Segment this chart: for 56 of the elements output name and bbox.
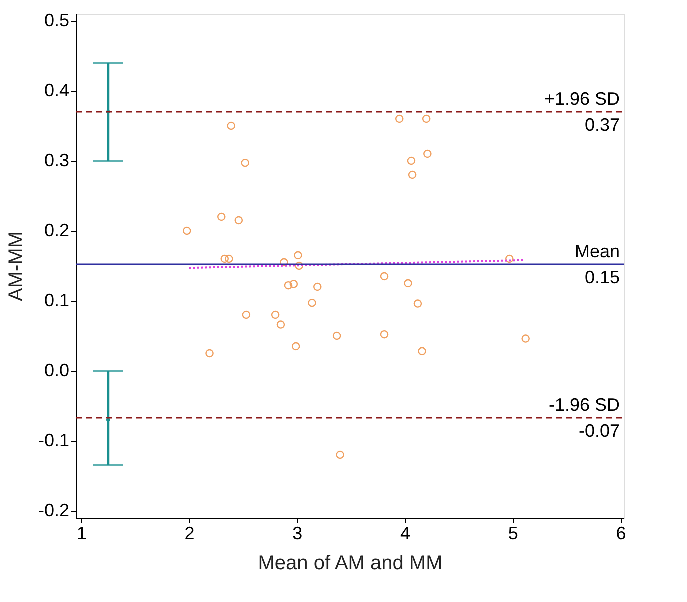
point	[407, 156, 416, 166]
x-tick-label: 3	[292, 524, 303, 544]
point	[106, 418, 110, 422]
point	[380, 330, 389, 339]
point	[395, 114, 404, 124]
point	[241, 158, 250, 168]
y-tick-label: 0.0	[44, 360, 70, 380]
point	[308, 298, 316, 308]
point	[336, 450, 344, 460]
point	[422, 114, 431, 124]
x-tick-label: 4	[400, 524, 411, 544]
y-tick-label: 0.2	[44, 220, 70, 240]
ref-line-label: +1.96 SD	[544, 89, 620, 109]
point	[408, 170, 417, 180]
y-tick-label: 0.3	[44, 150, 70, 170]
ref-line-label: -1.96 SD	[548, 394, 620, 415]
point	[294, 251, 302, 260]
point	[424, 150, 432, 158]
x-tick-label: 6	[616, 524, 626, 544]
point	[414, 300, 422, 308]
point	[292, 342, 300, 351]
point	[380, 272, 389, 281]
y-tick-label: 0.4	[44, 80, 70, 100]
point	[271, 310, 280, 320]
point	[290, 280, 298, 288]
y-axis-title: AM-MM	[5, 232, 28, 302]
point	[242, 310, 251, 320]
point	[217, 212, 226, 222]
point	[522, 334, 530, 343]
point	[227, 122, 236, 130]
annotation: 0.15	[584, 268, 620, 288]
point	[280, 258, 288, 267]
point	[220, 254, 229, 264]
point	[314, 282, 322, 292]
annotation: 0.37	[584, 115, 620, 135]
annotation: -0.07	[578, 420, 620, 441]
point	[332, 332, 342, 340]
x-tick-label: 5	[508, 524, 518, 544]
x-tick-label: 1	[76, 524, 87, 544]
point	[506, 254, 514, 264]
x-axis-title: Mean of AM and MM	[258, 552, 443, 574]
x-tick-label: 2	[184, 524, 195, 544]
point	[225, 254, 234, 264]
point	[295, 262, 304, 270]
y-tick-label: -0.2	[38, 500, 70, 520]
point	[234, 216, 244, 225]
point	[182, 226, 192, 236]
point	[206, 349, 214, 358]
point	[276, 320, 286, 329]
y-tick-label: 0.5	[44, 10, 70, 30]
point	[418, 347, 426, 356]
y-tick-label: -0.1	[38, 430, 70, 450]
ref-line-label: Mean	[574, 242, 620, 262]
point	[404, 279, 412, 288]
point	[284, 281, 293, 290]
y-tick-label: 0.1	[44, 290, 70, 310]
